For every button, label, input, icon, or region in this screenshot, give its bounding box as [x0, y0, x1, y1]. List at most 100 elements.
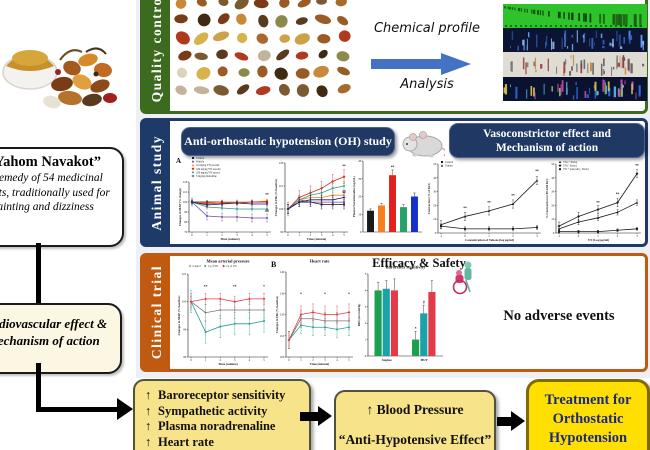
bp-line2: “Anti-Hypotensive Effect” [338, 432, 492, 447]
svg-text:Contraction (% of KCl): Contraction (% of KCl) [427, 183, 431, 215]
svg-text:4: 4 [336, 358, 338, 362]
svg-text:2: 2 [221, 233, 223, 237]
svg-text:100 mg/kg YN extract: 100 mg/kg YN extract [196, 171, 220, 174]
svg-text:**: ** [511, 194, 515, 198]
svg-text:Changes in MAP (% change): Changes in MAP (% change) [178, 188, 182, 226]
treatment-line3: Hypotension [548, 430, 628, 446]
quality-control-panel: Quality control Chemical profile Analysi… [140, 0, 648, 114]
svg-text:40: 40 [433, 176, 437, 180]
quality-control-label-bar: Quality control [143, 0, 170, 111]
svg-text:2 g of YN: 2 g of YN [226, 265, 236, 268]
svg-text:*: * [324, 292, 326, 296]
svg-text:Changes in HR (% baseline): Changes in HR (% baseline) [275, 296, 279, 333]
animal-study-label-bar: Animal study [143, 121, 170, 244]
svg-text:3: 3 [365, 305, 367, 309]
svg-text:10: 10 [433, 217, 437, 221]
svg-text:90: 90 [183, 327, 187, 331]
svg-text:**: ** [635, 164, 639, 168]
svg-text:Baroreflex sensitivity: Baroreflex sensitivity [386, 265, 427, 270]
svg-text:Yahom: Yahom [445, 165, 454, 168]
treatment-box: Treatment for Orthostatic Hypotension [526, 379, 650, 450]
herb-ingredients-image [174, 0, 351, 98]
svg-text:4: 4 [332, 233, 334, 237]
svg-text:YN + prazosin (- Endo): YN + prazosin (- Endo) [563, 168, 589, 171]
svg-text:-1: -1 [440, 234, 443, 238]
svg-text:Control: Control [196, 157, 204, 160]
svg-text:3: 3 [236, 233, 238, 237]
svg-text:30: 30 [433, 190, 437, 194]
svg-text:Plasma Noradrenaline (ng/mL): Plasma Noradrenaline (ng/mL) [352, 176, 356, 217]
effect-item-2: ↑ Sympathetic activity [145, 403, 268, 418]
svg-text:3: 3 [636, 234, 638, 238]
flow-connector-1 [36, 243, 41, 305]
svg-text:*: * [263, 285, 265, 289]
svg-text:2: 2 [312, 358, 314, 362]
svg-text:0: 0 [578, 234, 580, 238]
vaso-header-line2: Mechanism of action [495, 141, 599, 154]
svg-text:% Contraction to 80 mM KCl: % Contraction to 80 mM KCl [545, 179, 549, 219]
svg-text:50: 50 [433, 162, 437, 166]
svg-text:2: 2 [617, 234, 619, 238]
svg-text:90: 90 [280, 230, 284, 234]
svg-text:5: 5 [343, 233, 345, 237]
svg-text:2: 2 [310, 233, 312, 237]
svg-text:4: 4 [249, 358, 251, 362]
svg-text:20: 20 [551, 203, 555, 207]
svg-text:100: 100 [182, 300, 187, 304]
svg-text:110: 110 [182, 272, 187, 276]
svg-text:1: 1 [206, 233, 208, 237]
svg-text:2: 2 [219, 358, 221, 362]
svg-text:0: 0 [190, 358, 192, 362]
bp-line1: ↑ Blood Pressure [366, 402, 464, 417]
svg-text:1: 1 [365, 338, 367, 342]
svg-text:**: ** [342, 165, 346, 169]
svg-text:**: ** [596, 201, 600, 205]
efficacy-safety-title: Efficacy & Safety [372, 256, 466, 270]
svg-text:HUT: HUT [421, 358, 429, 362]
quality-control-label: Quality control [148, 0, 164, 103]
svg-text:Concentration of Yahom (log μg: Concentration of Yahom (log μg/ml) [465, 238, 514, 242]
svg-text:2: 2 [512, 234, 514, 238]
svg-text:20: 20 [358, 195, 362, 199]
svg-text:50: 50 [551, 162, 555, 166]
treatment-line2: Orthostatic [552, 411, 624, 427]
svg-text:**: ** [265, 193, 269, 197]
subfigure-a-label: A [176, 157, 182, 165]
cardio-line1: Cardiovascular effect & [0, 316, 108, 331]
svg-text:40: 40 [358, 159, 362, 163]
svg-text:1: 1 [488, 234, 490, 238]
svg-text:110: 110 [183, 190, 188, 194]
svg-text:100: 100 [279, 207, 284, 211]
svg-text:**: ** [204, 285, 208, 289]
svg-text:Mean arterial pressure: Mean arterial pressure [206, 259, 249, 264]
analysis-text: Analysis [400, 77, 454, 92]
svg-text:130: 130 [280, 291, 285, 295]
oh-study-header: Anti-orthostatic hypotension (OH) study [181, 127, 395, 156]
svg-text:Changes in HR (% baseline): Changes in HR (% baseline) [274, 179, 278, 216]
svg-text:YN (- Endo): YN (- Endo) [563, 165, 577, 168]
animal-study-label: Animal study [148, 134, 164, 231]
svg-text:#: # [423, 301, 425, 305]
svg-text:0: 0 [365, 354, 367, 358]
analysis-arrow-icon [371, 53, 471, 75]
svg-text:-1: -1 [558, 234, 561, 238]
no-adverse-events-text: No adverse events [503, 308, 615, 324]
flow-connector-3 [36, 407, 120, 412]
clinical-map-chart: 80 90 100 110 Changes in MAP (% baseline) Tim… [177, 259, 268, 366]
vaso-header-line1: Vasoconstrictor effect and [483, 127, 611, 140]
svg-text:2: 2 [365, 321, 367, 325]
svg-text:YN (+ Endo): YN (+ Endo) [563, 161, 577, 164]
svg-text:Changes in MAP (% baseline): Changes in MAP (% baseline) [177, 296, 181, 336]
flow-connector-5 [497, 417, 513, 426]
flow-arrowhead-3 [511, 411, 525, 431]
svg-text:*: * [348, 292, 350, 296]
effect-item-4: ↑ Heart rate [145, 434, 214, 449]
vaso-header: Vasoconstrictor effect and Mechanism of … [449, 123, 645, 158]
svg-text:10 mg/kg YN powder: 10 mg/kg YN powder [196, 164, 220, 167]
effect-item-1: ↑ Baroreceptor sensitivity [145, 388, 286, 402]
flow-connector-2 [36, 363, 41, 411]
svg-text:30: 30 [358, 177, 362, 181]
